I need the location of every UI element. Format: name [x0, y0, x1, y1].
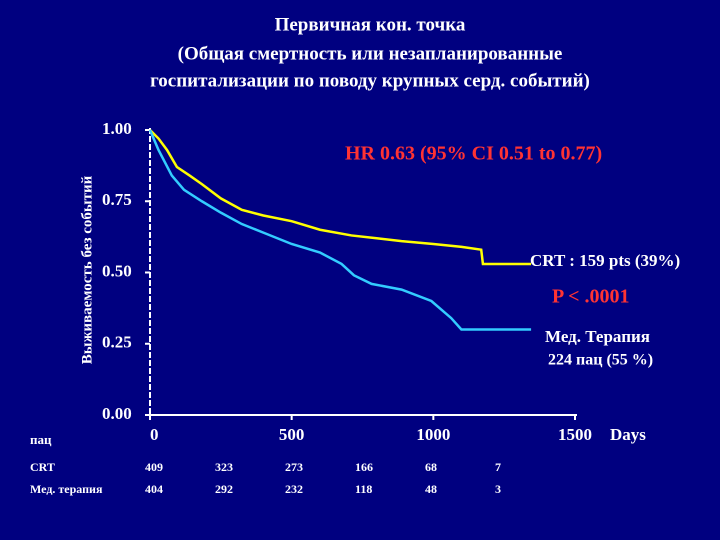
risk-value: 323: [215, 460, 233, 474]
risk-row-name: CRT: [30, 460, 55, 474]
risk-value: 273: [285, 460, 303, 474]
y-tick-label: 0.25: [102, 333, 132, 352]
risk-value: 409: [145, 460, 163, 474]
risk-value: 292: [215, 482, 233, 496]
title-line: (Общая смертность или незапланированные: [178, 43, 563, 64]
x-tick-label: 500: [279, 425, 305, 444]
y-axis-label: Выживаемость без событий: [79, 175, 95, 364]
x-tick-label: 1500: [558, 425, 592, 444]
risk-value: 7: [495, 460, 501, 474]
risk-row-name: Мед. терапия: [30, 482, 103, 496]
x-axis-label: Days: [610, 425, 646, 444]
y-tick-label: 0.50: [102, 261, 132, 280]
title-line: Первичная кон. точка: [275, 14, 466, 35]
x-tick-label: 1000: [416, 425, 450, 444]
y-tick-label: 1.00: [102, 119, 132, 138]
y-tick-label: 0.00: [102, 404, 132, 423]
risk-value: 118: [355, 482, 372, 496]
series-line: [148, 129, 532, 331]
x-tick-label: 0: [150, 425, 159, 444]
risk-value: 48: [425, 482, 437, 496]
risk-table-label: пац: [30, 432, 52, 447]
risk-value: 232: [285, 482, 303, 496]
p-annotation: P < .0001: [552, 286, 630, 308]
series-label: CRT : 159 pts (39%): [530, 251, 680, 270]
hr-annotation: HR 0.63 (95% CI 0.51 to 0.77): [345, 143, 602, 165]
series-label: Мед. Терапия: [545, 327, 650, 346]
y-tick-label: 0.75: [102, 190, 132, 209]
risk-value: 68: [425, 460, 437, 474]
series-line: [149, 129, 532, 266]
risk-value: 404: [145, 482, 163, 496]
risk-value: 3: [495, 482, 501, 496]
title-line: госпитализации по поводу крупных серд. с…: [150, 70, 590, 91]
series-annotation: 224 пац (55 %): [548, 352, 653, 369]
risk-value: 166: [355, 460, 373, 474]
